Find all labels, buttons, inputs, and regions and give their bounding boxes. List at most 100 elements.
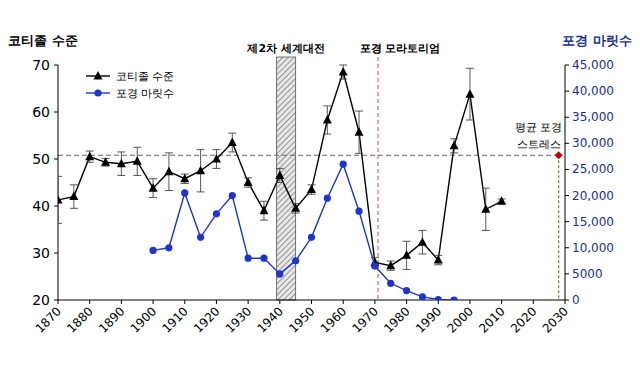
y-tick	[54, 206, 58, 207]
error-bar	[86, 151, 94, 162]
x-tick-label: 1960	[318, 304, 349, 335]
y2-tick	[565, 169, 569, 170]
error-bar	[339, 65, 347, 79]
y2-tick-label: 35,000	[572, 110, 614, 124]
y-tick	[54, 65, 58, 66]
error-bar	[228, 133, 236, 152]
data-point	[69, 192, 78, 201]
x-tick-label: 2000	[445, 304, 476, 335]
y-tick-label: 70	[32, 57, 50, 73]
y2-axis-title: 포경 마릿수	[562, 33, 632, 48]
legend-label: 포경 마릿수	[116, 87, 175, 100]
data-point	[371, 262, 378, 269]
legend-marker	[94, 71, 103, 80]
error-bar	[260, 201, 268, 220]
y2-tick	[565, 65, 569, 66]
data-point	[165, 244, 172, 251]
x-tick	[58, 300, 59, 304]
data-point	[181, 189, 188, 196]
x-tick-label: 1970	[349, 304, 380, 335]
y2-tick-label: 40,000	[572, 84, 614, 98]
data-point	[58, 195, 63, 204]
data-point	[196, 166, 205, 175]
data-point	[308, 234, 315, 241]
x-tick-label: 1890	[96, 304, 127, 335]
average-label: 평균 포경	[515, 121, 563, 134]
x-tick-label: 2020	[508, 304, 539, 335]
error-bar	[212, 150, 220, 169]
y-tick-label: 60	[32, 104, 50, 120]
x-tick-label: 1940	[254, 304, 285, 335]
y2-tick-label: 0	[572, 293, 580, 307]
x-tick-label: 1880	[64, 304, 95, 335]
x-tick-label: 1980	[381, 304, 412, 335]
data-point	[149, 183, 158, 192]
error-bar	[244, 178, 252, 187]
data-point	[276, 270, 283, 277]
x-tick	[501, 300, 502, 304]
data-point	[402, 250, 411, 259]
data-point	[340, 161, 347, 168]
y-tick	[54, 159, 58, 160]
data-point	[450, 296, 457, 300]
average-drop	[558, 155, 559, 300]
data-point	[259, 206, 268, 215]
y2-tick	[565, 221, 569, 222]
x-tick	[184, 300, 185, 304]
error-bar	[133, 147, 141, 175]
series-line	[153, 164, 454, 300]
chart: 제2차 세계대전포경 모라토리엄평균 포경스트레스203040506070050…	[0, 0, 640, 366]
y-tick	[54, 300, 58, 301]
data-point	[197, 234, 204, 241]
y2-tick-label: 30,000	[572, 136, 614, 150]
x-tick	[311, 300, 312, 304]
x-tick	[533, 300, 534, 304]
x-tick	[565, 300, 566, 304]
band-label: 제2차 세계대전	[246, 42, 324, 55]
x-tick	[406, 300, 407, 304]
series-line	[58, 72, 502, 266]
y-tick	[54, 112, 58, 113]
data-point	[323, 115, 332, 124]
error-bar	[276, 168, 284, 182]
error-bar	[117, 152, 125, 176]
data-point	[307, 185, 316, 194]
data-point	[117, 159, 126, 168]
x-tick	[343, 300, 344, 304]
y2-axis	[565, 65, 566, 300]
error-bar	[292, 204, 300, 213]
data-point	[292, 257, 299, 264]
data-point	[450, 141, 459, 150]
data-point	[355, 127, 364, 136]
data-point	[164, 167, 173, 176]
data-point	[133, 156, 142, 165]
y-axis-title: 코티졸 수준	[8, 33, 78, 48]
data-point	[435, 296, 442, 300]
data-point	[180, 174, 189, 183]
data-point	[339, 67, 348, 76]
y2-tick	[565, 143, 569, 144]
error-bar	[323, 106, 331, 134]
y-tick	[54, 253, 58, 254]
x-tick-label: 1950	[286, 304, 317, 335]
y2-tick-label: 25,000	[572, 162, 614, 176]
data-point	[213, 210, 220, 217]
data-point	[260, 255, 267, 262]
y2-tick	[565, 247, 569, 248]
data-point	[291, 203, 300, 212]
data-point	[149, 247, 156, 254]
error-bar	[70, 185, 78, 209]
x-tick-label: 2010	[476, 304, 507, 335]
x-tick-label: 1910	[159, 304, 190, 335]
y2-tick-label: 10,000	[572, 241, 614, 255]
x-tick-label: 2030	[540, 304, 571, 335]
x-tick-label: 1900	[128, 304, 159, 335]
x-tick-label: 1930	[223, 304, 254, 335]
y-tick-label: 20	[32, 292, 50, 308]
data-point	[387, 280, 394, 287]
x-tick	[248, 300, 249, 304]
data-point	[324, 195, 331, 202]
data-point	[245, 255, 252, 262]
x-tick	[469, 300, 470, 304]
data-point	[355, 208, 362, 215]
